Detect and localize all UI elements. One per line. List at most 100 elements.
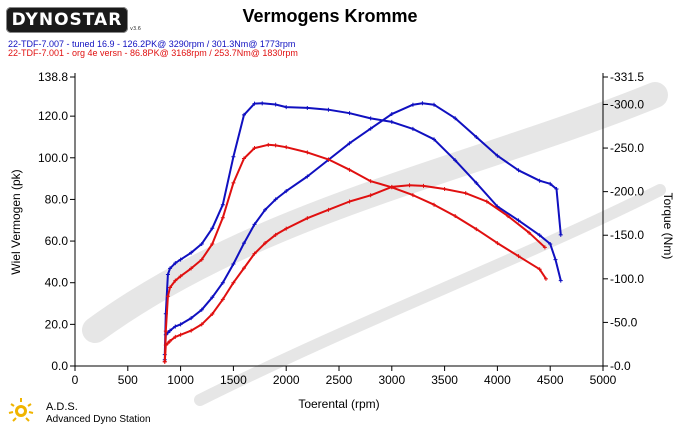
x-tick-label: 4000 bbox=[484, 373, 511, 387]
data-point bbox=[420, 101, 425, 106]
data-point bbox=[516, 168, 521, 173]
data-point bbox=[474, 227, 479, 232]
data-point bbox=[495, 153, 500, 158]
data-point bbox=[305, 150, 310, 155]
y-tick-label-left: 80.0 bbox=[45, 192, 69, 206]
data-point bbox=[231, 261, 236, 266]
watermark-swoosh bbox=[194, 184, 666, 406]
data-point bbox=[199, 307, 204, 312]
data-point bbox=[542, 245, 547, 250]
y-tick-label-left: 0.0 bbox=[51, 359, 68, 373]
y-tick-label-right: -50.0 bbox=[610, 315, 638, 329]
data-point bbox=[305, 105, 310, 110]
data-point bbox=[189, 328, 194, 333]
data-point bbox=[432, 102, 437, 107]
y-axis-label-left: Wiel Vermogen (pk) bbox=[9, 169, 23, 274]
data-point bbox=[516, 254, 521, 259]
data-point bbox=[231, 180, 236, 185]
data-point bbox=[165, 341, 170, 346]
x-tick-label: 0 bbox=[72, 373, 79, 387]
y-tick-label-right: -250.0 bbox=[610, 141, 644, 155]
chart-axes: 0 500 1000 1500 2000 2500 3000 3500 4000 4500 5000… bbox=[38, 70, 644, 387]
y-tick-label-left: 60.0 bbox=[45, 234, 69, 248]
data-point bbox=[165, 272, 170, 277]
data-point bbox=[220, 297, 225, 302]
data-point bbox=[410, 102, 415, 107]
data-point bbox=[189, 316, 194, 321]
data-point bbox=[178, 257, 183, 262]
y-tick-label-left: 138.8 bbox=[38, 70, 68, 84]
legend-entry-tuned: 22-TDF-7.007 - tuned 16.9 - 126.2PK@ 329… bbox=[8, 39, 296, 49]
data-point bbox=[442, 187, 447, 192]
data-point bbox=[407, 183, 412, 188]
data-point bbox=[165, 294, 170, 299]
y-tick-label-left: 40.0 bbox=[45, 276, 69, 290]
data-point bbox=[537, 267, 542, 272]
data-point bbox=[210, 226, 215, 231]
data-point bbox=[168, 266, 173, 271]
data-point bbox=[220, 280, 225, 285]
data-point bbox=[347, 199, 352, 204]
data-point bbox=[210, 241, 215, 246]
data-point bbox=[263, 241, 268, 246]
data-point bbox=[410, 193, 415, 198]
data-point bbox=[305, 216, 310, 221]
data-point bbox=[326, 207, 331, 212]
data-point bbox=[252, 251, 257, 256]
data-point bbox=[347, 167, 352, 172]
data-point bbox=[284, 189, 289, 194]
watermark bbox=[82, 82, 668, 406]
data-point bbox=[389, 112, 394, 117]
data-point bbox=[241, 112, 246, 117]
data-point bbox=[173, 261, 178, 266]
data-point bbox=[173, 334, 178, 339]
data-point bbox=[368, 126, 373, 131]
data-point bbox=[162, 359, 167, 364]
footer-name: A.D.S. bbox=[46, 401, 78, 413]
y-tick-label-right: -300.0 bbox=[610, 97, 644, 111]
data-point bbox=[178, 332, 183, 337]
data-point bbox=[558, 232, 563, 237]
data-point bbox=[548, 241, 553, 246]
data-point bbox=[368, 179, 373, 184]
data-point bbox=[284, 145, 289, 150]
y-tick-label-right: -150.0 bbox=[610, 228, 644, 242]
data-point bbox=[199, 241, 204, 246]
x-axis-label: Toerental (rpm) bbox=[298, 397, 379, 411]
data-point bbox=[168, 339, 173, 344]
data-point bbox=[168, 328, 173, 333]
data-point bbox=[252, 146, 257, 151]
data-point bbox=[554, 187, 559, 192]
data-point bbox=[527, 230, 532, 235]
series-layer bbox=[162, 101, 563, 364]
y-tick-label-right: -331.5 bbox=[610, 70, 644, 84]
x-tick-label: 2500 bbox=[326, 373, 353, 387]
series-line-tuned-power bbox=[163, 102, 562, 360]
legend-entry-original: 22-TDF-7.001 - org 4e versn - 86.8PK@ 31… bbox=[8, 48, 298, 58]
data-point bbox=[410, 126, 415, 131]
data-point bbox=[260, 101, 265, 106]
data-point bbox=[189, 266, 194, 271]
data-point bbox=[163, 329, 168, 334]
data-point bbox=[210, 311, 215, 316]
data-point bbox=[241, 156, 246, 161]
data-point bbox=[474, 134, 479, 139]
data-point bbox=[231, 154, 236, 159]
data-point bbox=[199, 322, 204, 327]
data-point bbox=[273, 102, 278, 107]
y-tick-label-right: -0.0 bbox=[610, 359, 631, 373]
data-point bbox=[495, 241, 500, 246]
data-point bbox=[231, 280, 236, 285]
data-point bbox=[505, 214, 510, 219]
data-point bbox=[389, 185, 394, 190]
data-point bbox=[516, 218, 521, 223]
data-point bbox=[189, 250, 194, 255]
data-point bbox=[263, 207, 268, 212]
x-tick-label: 500 bbox=[118, 373, 138, 387]
data-point bbox=[463, 191, 468, 196]
y-tick-label-left: 100.0 bbox=[38, 151, 68, 165]
data-point bbox=[173, 324, 178, 329]
data-point bbox=[537, 178, 542, 183]
